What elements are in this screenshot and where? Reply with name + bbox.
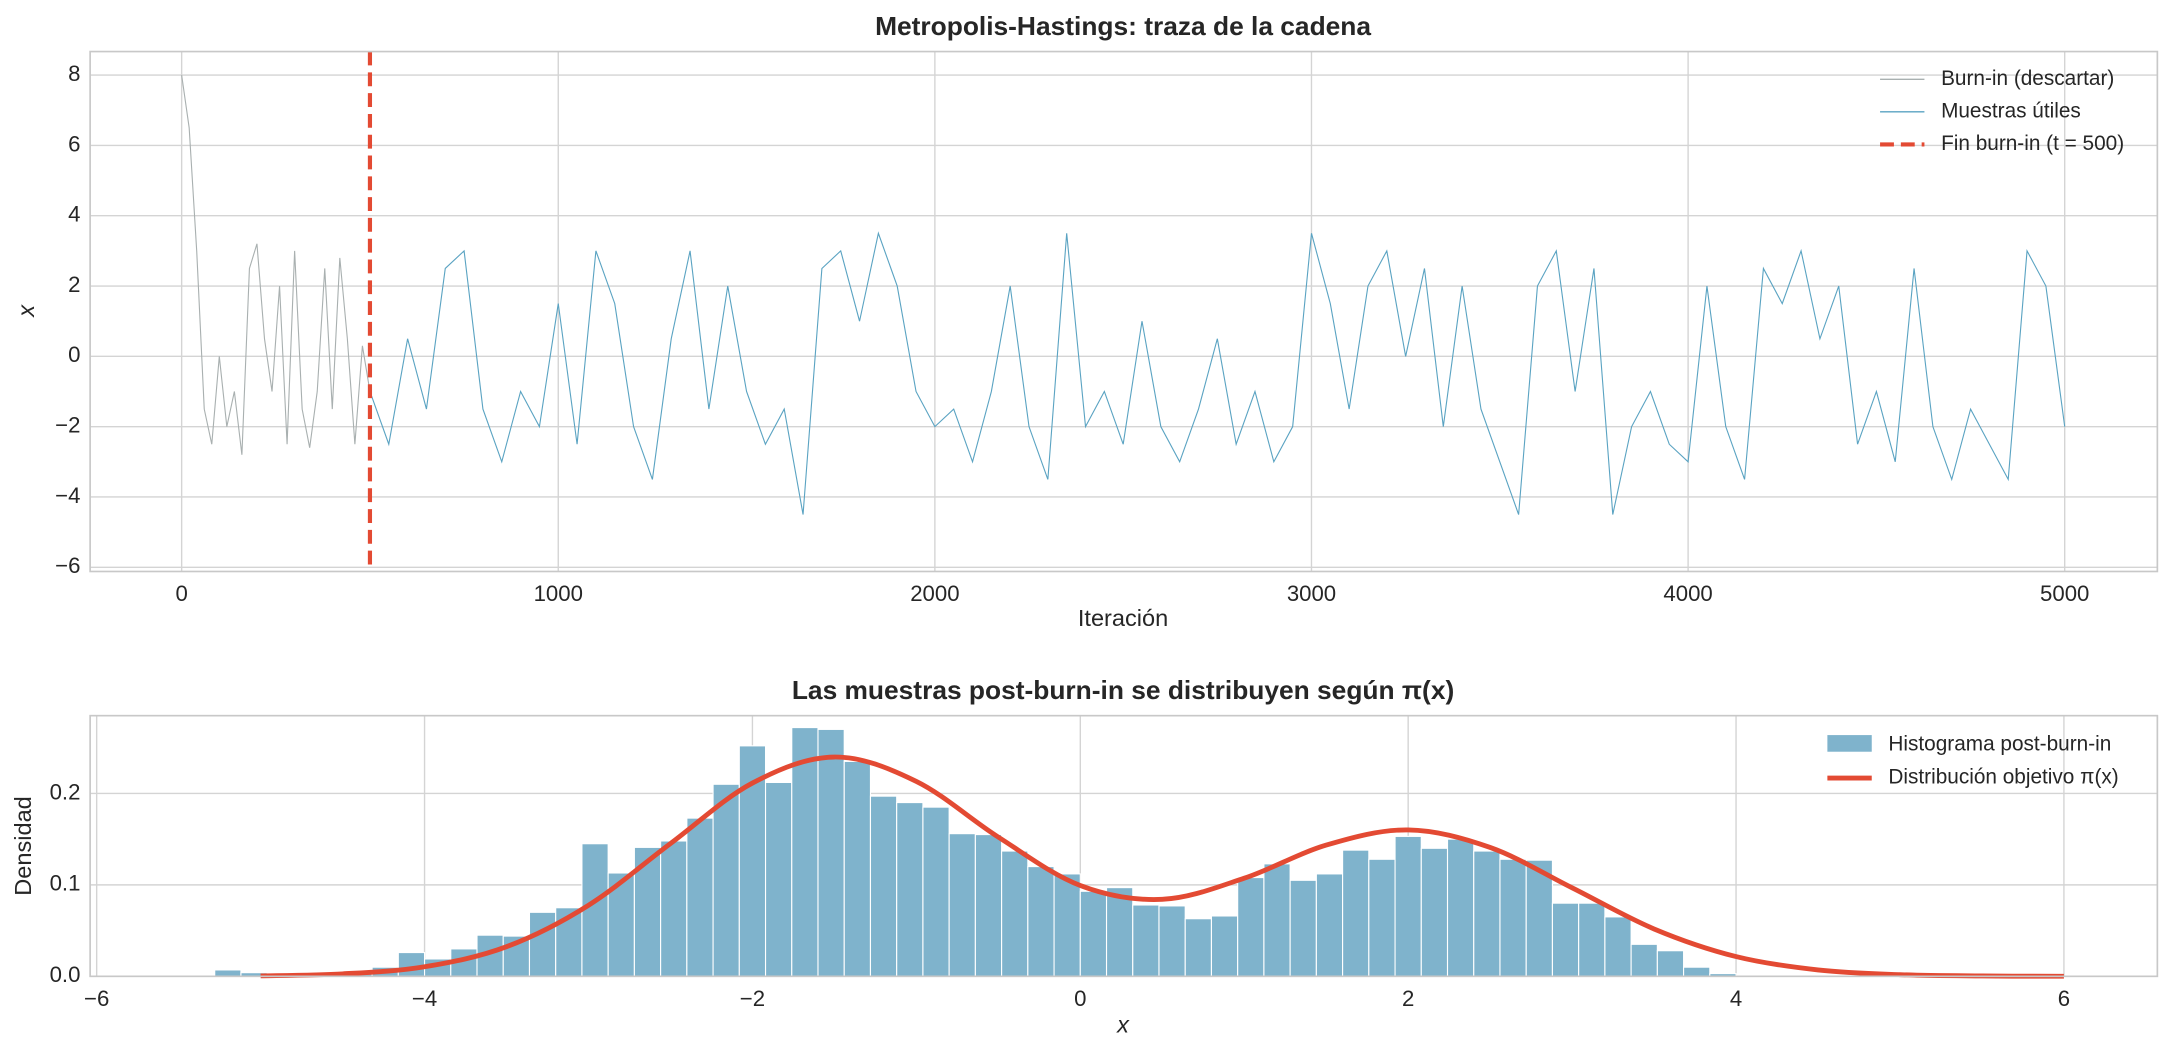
chart-title: Las muestras post-burn-in se distribuyen… xyxy=(792,675,1454,705)
histogram-bar xyxy=(1420,847,1449,977)
histogram-bar xyxy=(738,745,767,977)
x-tick-label: 0 xyxy=(1074,986,1086,1011)
histogram-bar xyxy=(843,760,872,977)
x-tick-label: −2 xyxy=(740,986,765,1011)
y-tick-label: 2 xyxy=(68,272,80,297)
legend-label: Muestras útiles xyxy=(1941,99,2081,122)
x-tick-label: 4000 xyxy=(1663,581,1712,606)
x-tick-label: 0 xyxy=(175,581,187,606)
histogram-bar xyxy=(1027,866,1055,977)
trace-line xyxy=(369,231,2066,515)
x-tick-label: 5000 xyxy=(2040,581,2089,606)
histogram-bar xyxy=(896,802,924,977)
histogram-bar xyxy=(1237,877,1265,977)
y-axis-label: x xyxy=(13,304,39,318)
histogram-bar xyxy=(922,806,950,977)
density-curve xyxy=(260,754,2064,979)
histogram-bar xyxy=(1053,873,1081,977)
x-tick-label: 1000 xyxy=(534,581,583,606)
histogram-bar xyxy=(502,935,531,977)
histogram-bar xyxy=(1656,950,1685,977)
histogram-bar xyxy=(948,833,976,977)
plot-frame xyxy=(89,714,2159,978)
x-tick-label: 6 xyxy=(2058,986,2070,1011)
y-tick-label: 4 xyxy=(68,202,80,227)
legend-label: Burn-in (descartar) xyxy=(1941,67,2114,90)
histogram-bar xyxy=(1315,873,1344,977)
x-tick-label: 3000 xyxy=(1287,581,1336,606)
legend-label: Distribución objetivo π(x) xyxy=(1888,766,2118,789)
histogram-bar xyxy=(1001,850,1029,977)
histogram-bar xyxy=(974,834,1003,977)
x-axis-label: Iteración xyxy=(1078,605,1168,631)
histogram-bar xyxy=(1368,858,1396,977)
histogram-bar xyxy=(1473,850,1501,977)
y-tick-label: 0.0 xyxy=(50,962,81,987)
histogram-bar xyxy=(1210,915,1239,977)
histogram-bar xyxy=(1342,849,1370,977)
x-tick-label: −4 xyxy=(412,986,437,1011)
histogram-bar xyxy=(1079,890,1108,977)
histogram-bar xyxy=(397,951,426,977)
y-tick-label: −6 xyxy=(55,553,80,578)
x-tick-label: 2 xyxy=(1402,986,1414,1011)
histogram-bar xyxy=(214,969,242,977)
chart-title: Metropolis-Hastings: traza de la cadena xyxy=(875,11,1371,41)
histogram-bar xyxy=(1630,943,1658,977)
y-tick-label: 0.2 xyxy=(50,779,81,804)
y-tick-label: 0.1 xyxy=(50,871,81,896)
histogram-bar xyxy=(869,795,898,977)
histogram-bar xyxy=(712,783,740,977)
histogram-bar xyxy=(1132,904,1160,977)
y-axis-label: Densidad xyxy=(10,796,36,896)
histogram-bar xyxy=(791,727,819,977)
histogram-bar xyxy=(528,911,557,977)
y-tick-label: 6 xyxy=(68,131,80,156)
histogram-bar xyxy=(581,843,609,977)
legend-swatch xyxy=(1827,735,1872,752)
y-tick-label: 8 xyxy=(68,61,80,86)
histogram-bar xyxy=(1263,863,1291,977)
legend-label: Fin burn-in (t = 500) xyxy=(1941,132,2124,155)
plot-frame xyxy=(89,50,2159,573)
histogram-bar xyxy=(686,817,714,977)
x-axis-label: x xyxy=(1116,1011,1130,1037)
histogram-bar xyxy=(817,728,845,977)
histogram-bar xyxy=(660,840,688,977)
histogram-bar xyxy=(764,781,793,977)
trace-line xyxy=(181,75,371,455)
histogram-bar xyxy=(1578,902,1606,977)
histogram-bar xyxy=(1683,966,1711,977)
y-tick-label: 0 xyxy=(68,342,80,367)
histogram-bar xyxy=(1105,887,1134,977)
x-tick-label: 2000 xyxy=(910,581,959,606)
histogram-bar xyxy=(1551,902,1580,977)
histogram-bar xyxy=(1394,835,1422,977)
y-tick-label: −2 xyxy=(55,413,80,438)
histogram-bar xyxy=(1158,905,1186,977)
histogram-bar xyxy=(1184,918,1213,977)
histogram-bar xyxy=(1289,879,1317,977)
x-tick-label: −6 xyxy=(84,986,109,1011)
histogram-bar xyxy=(1446,838,1475,977)
x-tick-label: 4 xyxy=(1730,986,1742,1011)
y-tick-label: −4 xyxy=(55,483,80,508)
legend-label: Histograma post-burn-in xyxy=(1888,732,2111,755)
histogram-bar xyxy=(1604,916,1632,977)
histogram-bar xyxy=(1499,858,1527,977)
